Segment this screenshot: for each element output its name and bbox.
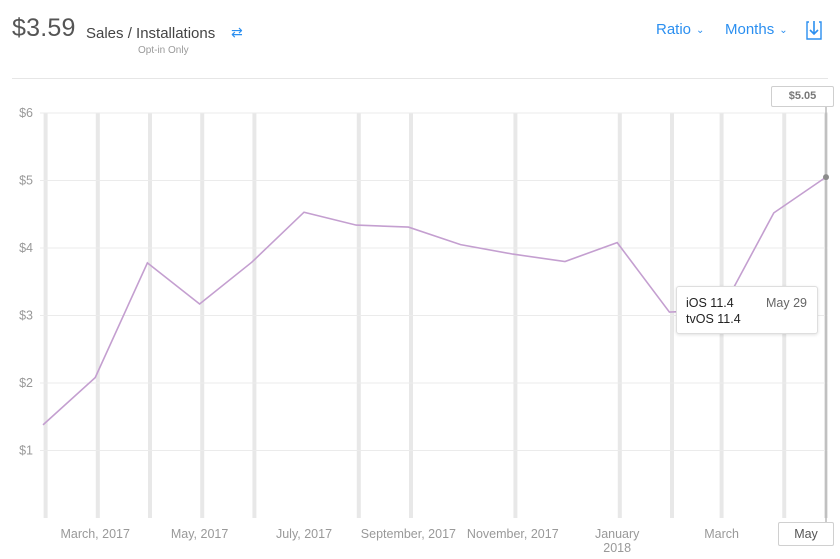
x-tick-label: January 2018 (595, 527, 640, 555)
header-value: $3.59 (12, 14, 76, 42)
x-tick-label: May, 2017 (171, 527, 228, 541)
x-tick-label: November, 2017 (467, 527, 559, 541)
y-tick-label: $4 (19, 241, 33, 255)
header-divider (12, 78, 828, 79)
y-tick-label: $6 (19, 106, 33, 120)
y-axis-ticks: $6 $5 $4 $3 $2 $1 (19, 106, 33, 458)
y-tick-label: $2 (19, 376, 33, 390)
chevron-down-icon: ⌄ (779, 25, 788, 36)
chevron-down-icon: ⌄ (696, 25, 705, 36)
months-label: Months (725, 21, 775, 38)
highlight-value-box: $5.05 (771, 86, 834, 107)
months-dropdown[interactable]: Months ⌄ (725, 21, 788, 38)
y-tick-label: $5 (19, 174, 33, 188)
y-tick-label: $3 (19, 309, 33, 323)
x-axis-ticks: March, 2017 May, 2017 July, 2017 September,… (60, 527, 739, 555)
download-icon[interactable] (805, 20, 823, 42)
ratio-dropdown[interactable]: Ratio ⌄ (656, 21, 704, 38)
x-tick-label: March, 2017 (60, 527, 130, 541)
data-point-highlight (823, 174, 829, 181)
x-tick-label: March (704, 527, 739, 541)
y-tick-label: $1 (19, 444, 33, 458)
ratio-label: Ratio (656, 21, 692, 38)
x-tick-label: July, 2017 (276, 527, 332, 541)
swap-arrows-icon[interactable]: ⇄ (231, 24, 243, 40)
header-subtitle: Opt-in Only (138, 45, 189, 56)
x-tick-label: September, 2017 (361, 527, 456, 541)
selected-month-box[interactable]: May (778, 522, 834, 546)
chart-grid (40, 112, 828, 451)
tooltip-line-1: iOS 11.4 (686, 296, 734, 310)
tooltip: iOS 11.4 tvOS 11.4 May 29 (676, 286, 818, 334)
tooltip-date: May 29 (766, 296, 807, 310)
header-title: Sales / Installations (86, 25, 216, 42)
tooltip-line-2: tvOS 11.4 (686, 312, 741, 326)
